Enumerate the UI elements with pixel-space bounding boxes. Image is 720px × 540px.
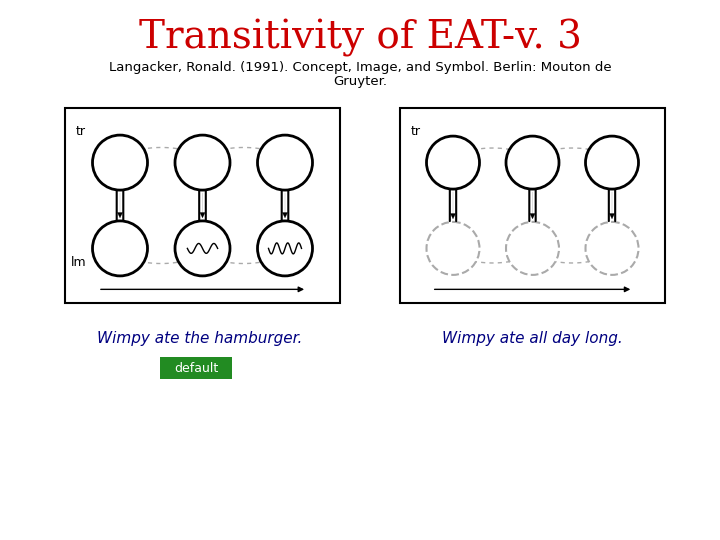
Circle shape xyxy=(585,136,639,189)
Text: Wimpy ate the hamburger.: Wimpy ate the hamburger. xyxy=(97,330,302,346)
Text: Gruyter.: Gruyter. xyxy=(333,76,387,89)
Text: Wimpy ate all day long.: Wimpy ate all day long. xyxy=(441,330,622,346)
Circle shape xyxy=(92,135,148,190)
Circle shape xyxy=(585,222,639,275)
Text: Langacker, Ronald. (1991). Concept, Image, and Symbol. Berlin: Mouton de: Langacker, Ronald. (1991). Concept, Imag… xyxy=(109,62,611,75)
Text: tr: tr xyxy=(410,125,420,138)
Circle shape xyxy=(506,136,559,189)
Text: lm: lm xyxy=(71,255,86,268)
Text: tr: tr xyxy=(76,125,86,138)
Circle shape xyxy=(258,221,312,276)
Circle shape xyxy=(426,222,480,275)
Bar xyxy=(400,108,665,303)
Circle shape xyxy=(258,135,312,190)
Circle shape xyxy=(92,221,148,276)
Text: default: default xyxy=(174,361,218,375)
Circle shape xyxy=(175,221,230,276)
Circle shape xyxy=(506,222,559,275)
Bar xyxy=(160,357,232,379)
Text: Transitivity of EAT-v. 3: Transitivity of EAT-v. 3 xyxy=(138,19,582,57)
Bar xyxy=(65,108,340,303)
Circle shape xyxy=(426,136,480,189)
Circle shape xyxy=(175,135,230,190)
